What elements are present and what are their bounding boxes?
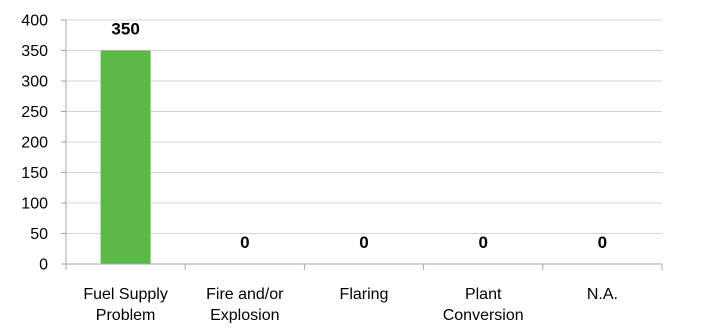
x-tick-label-4-line-0: N.A. [587,286,618,303]
y-tick-label-250: 250 [21,104,48,121]
data-label-4: 0 [598,233,607,252]
x-tick-label-0-line-1: Problem [96,307,156,323]
x-tick-label-0: Fuel Supply Problem [83,286,168,323]
x-tick-label-0-line-0: Fuel Supply [83,286,168,303]
y-tick-label-350: 350 [21,43,48,60]
bar-0 [100,50,151,264]
gridlines [66,19,662,234]
data-label-1: 0 [240,233,249,252]
x-tick-label-3-line-1: Conversion [443,307,524,323]
y-tick-label-200: 200 [21,135,48,152]
y-tick-label-50: 50 [30,226,48,243]
y-tick-label-100: 100 [21,196,48,213]
y-axis-tick-labels: 0 50 100 150 200 250 300 350 400 [21,13,48,274]
axes [61,19,663,270]
data-label-3: 0 [478,233,487,252]
y-tick-label-0: 0 [39,257,48,274]
data-label-2: 0 [359,233,368,252]
x-tick-label-3-line-0: Plant [465,286,502,303]
x-tick-label-1: Fire and/or Explosion [206,286,284,323]
x-axis-tick-labels: Fuel Supply Problem Fire and/or Explosion Fl… [83,286,618,324]
x-tick-label-2: Flaring [340,286,389,303]
x-tick-label-1-line-0: Fire and/or [206,286,284,303]
bars [100,50,151,264]
data-label-0: 350 [111,20,139,39]
x-tick-label-1-line-1: Explosion [210,307,279,323]
x-tick-label-3: Plant Conversion [443,286,524,323]
y-tick-label-150: 150 [21,165,48,182]
x-tick-label-2-line-0: Flaring [340,286,389,303]
x-tick-label-4: N.A. [587,286,618,303]
y-tick-label-300: 300 [21,74,48,91]
data-labels: 350 0 0 0 0 [111,20,607,253]
y-tick-label-400: 400 [21,13,48,30]
